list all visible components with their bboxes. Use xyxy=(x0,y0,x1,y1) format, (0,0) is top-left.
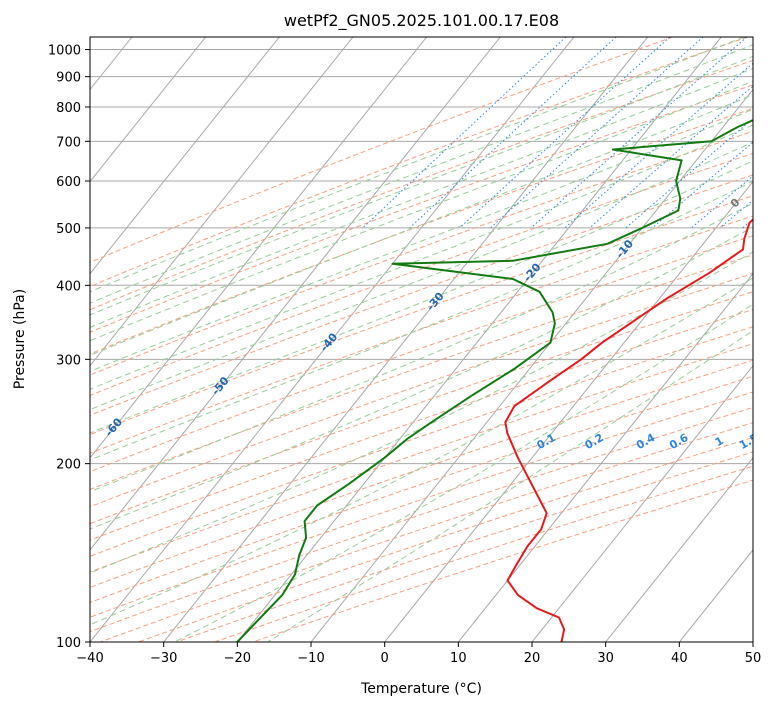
x-tick-label: −20 xyxy=(224,651,251,666)
x-axis-label: Temperature (°C) xyxy=(360,681,482,697)
y-tick-label: 400 xyxy=(56,279,81,294)
y-tick-label: 900 xyxy=(56,71,81,86)
y-tick-label: 700 xyxy=(56,135,81,150)
x-tick-label: 0 xyxy=(381,651,389,666)
y-tick-label: 300 xyxy=(56,353,81,368)
x-tick-label: −40 xyxy=(76,651,103,666)
chart-title: wetPf2_GN05.2025.101.00.17.E08 xyxy=(284,11,559,31)
y-tick-label: 500 xyxy=(56,222,81,237)
y-tick-label: 600 xyxy=(56,175,81,190)
y-tick-label: 1000 xyxy=(48,44,81,59)
y-tick-label: 200 xyxy=(56,458,81,473)
y-tick-label: 800 xyxy=(56,101,81,116)
x-tick-label: 10 xyxy=(450,651,467,666)
y-tick-label: 100 xyxy=(56,636,81,651)
x-tick-label: 40 xyxy=(671,651,688,666)
x-tick-label: −10 xyxy=(297,651,324,666)
x-tick-label: −30 xyxy=(150,651,177,666)
x-tick-label: 20 xyxy=(524,651,541,666)
x-tick-label: 50 xyxy=(745,651,762,666)
y-axis-label: Pressure (hPa) xyxy=(12,289,28,389)
x-tick-label: 30 xyxy=(597,651,614,666)
